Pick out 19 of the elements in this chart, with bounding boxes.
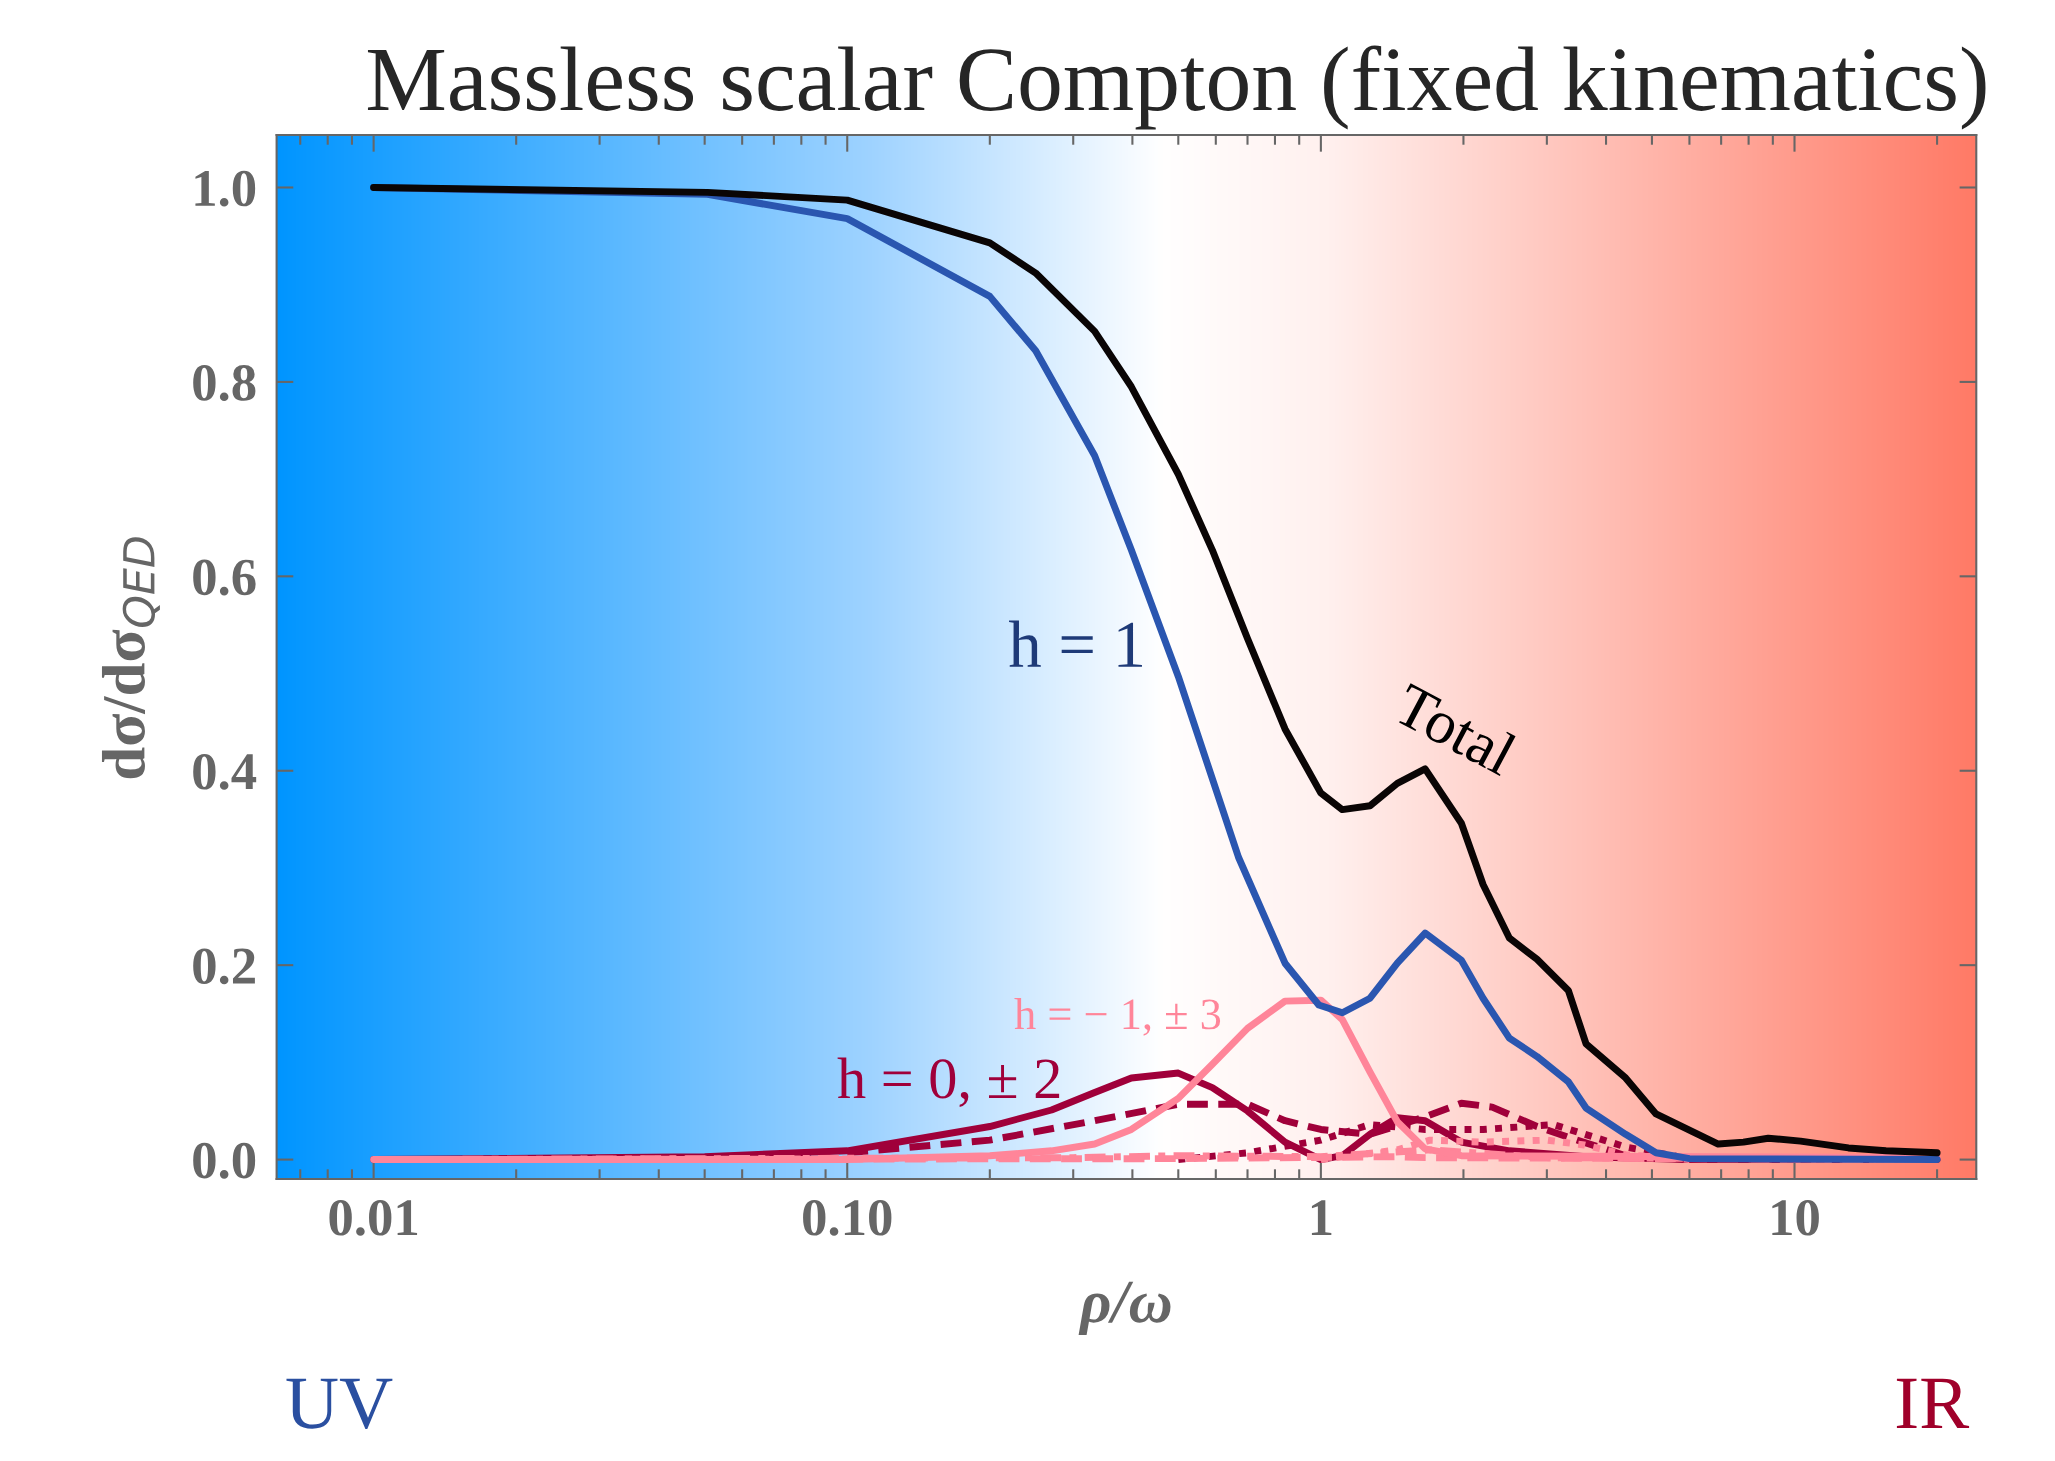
series-label: h = 1: [1009, 620, 1142, 667]
series-label: h = − 1, ± 3: [1014, 998, 1221, 1036]
y-tick-label: 0.0: [193, 1142, 256, 1179]
y-axis-title: dσ/dσ$_{QED}$: [101, 537, 160, 779]
y-tick-label: 0.8: [193, 365, 256, 401]
y-tick-label: 0.4: [193, 753, 257, 790]
x-axis-title: ρ/ω: [1078, 1281, 1171, 1336]
x-tick-label: 10: [1772, 1200, 1819, 1236]
text: Total: [1391, 681, 1520, 777]
x-tick-label: 0.10: [803, 1200, 892, 1236]
chart-title: Massless scalar Compton (fixed kinematics): [367, 45, 1986, 130]
y-tick-label: 0.2: [193, 948, 255, 985]
x-tick-label: 0.01: [329, 1200, 418, 1236]
x-tick-label: 1: [1311, 1200, 1332, 1236]
text: IR: [1896, 1378, 1970, 1428]
y-tick-label: 1.0: [195, 170, 256, 207]
series-label: h = 0, ± 2: [837, 1057, 1060, 1108]
y-tick-label: 0.6: [193, 559, 256, 596]
text: UV: [286, 1378, 393, 1430]
